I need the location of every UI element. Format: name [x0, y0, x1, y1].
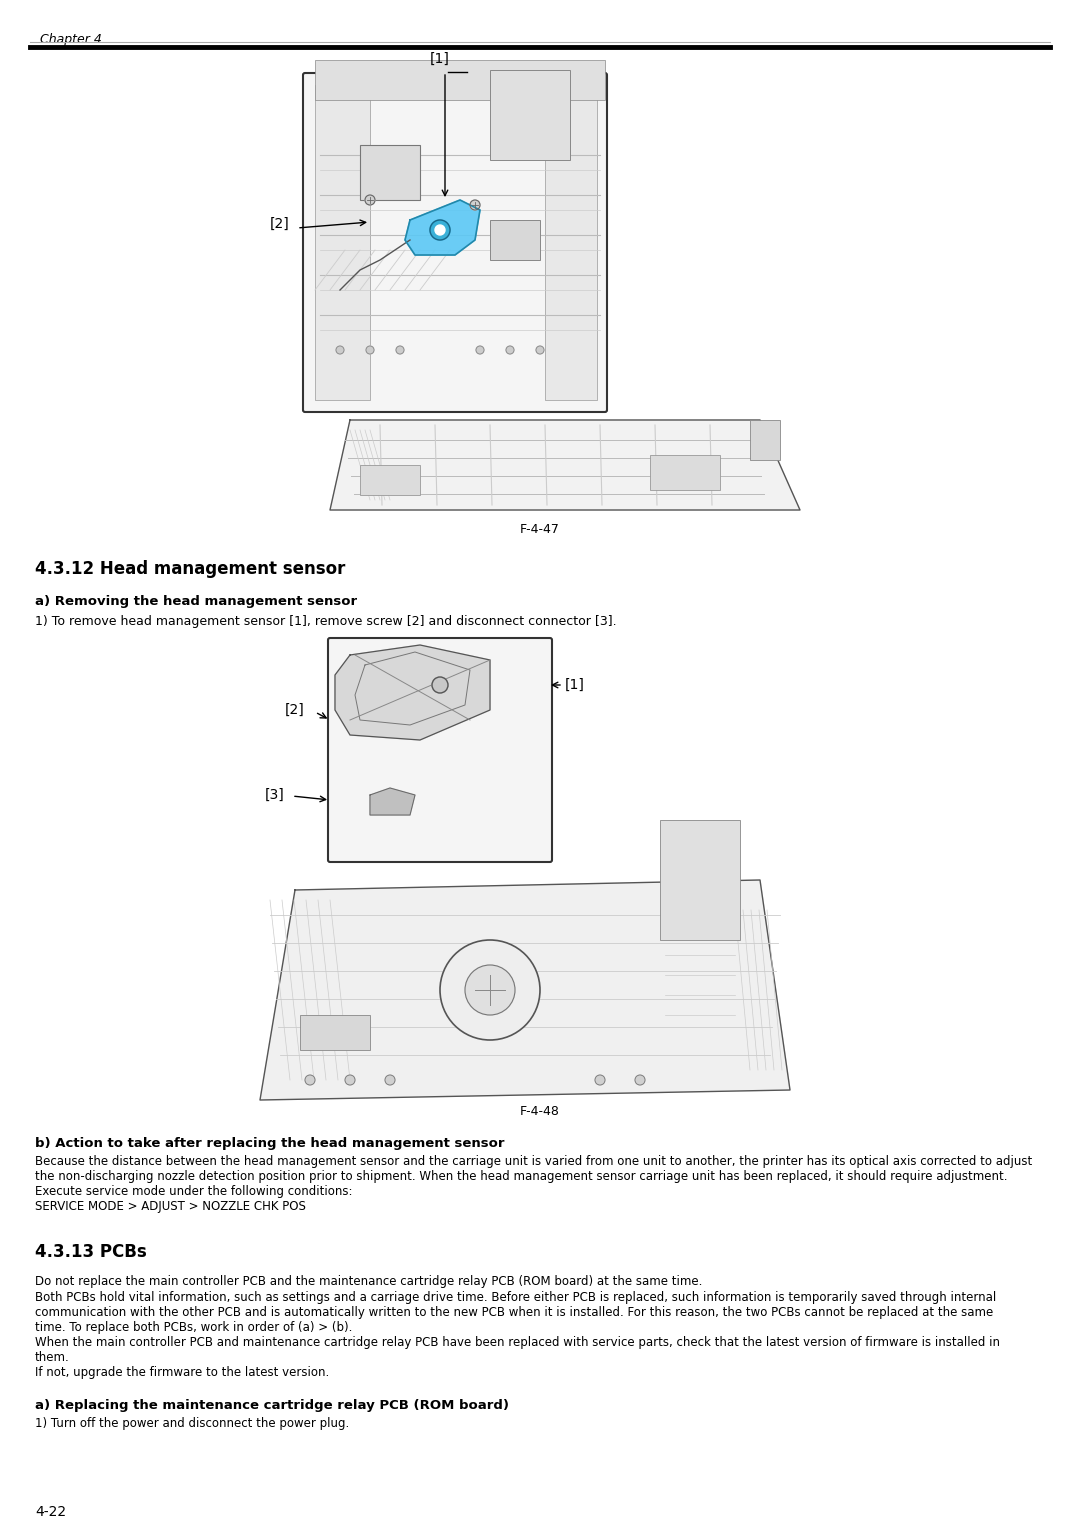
Text: [1]: [1]: [430, 52, 450, 66]
Circle shape: [507, 345, 514, 354]
Polygon shape: [330, 420, 800, 510]
Text: Both PCBs hold vital information, such as settings and a carriage drive time. Be: Both PCBs hold vital information, such a…: [35, 1291, 996, 1303]
Bar: [545, 86, 597, 400]
Text: Because the distance between the head management sensor and the carriage unit is: Because the distance between the head ma…: [35, 1155, 1032, 1167]
Circle shape: [595, 1076, 605, 1085]
Bar: [315, 60, 605, 99]
Circle shape: [396, 345, 404, 354]
Circle shape: [432, 677, 448, 694]
Text: Chapter 4: Chapter 4: [40, 34, 102, 46]
FancyBboxPatch shape: [328, 639, 552, 862]
Text: time. To replace both PCBs, work in order of (a) > (b).: time. To replace both PCBs, work in orde…: [35, 1322, 352, 1334]
Polygon shape: [260, 880, 789, 1100]
Bar: [650, 455, 720, 490]
Text: Do not replace the main controller PCB and the maintenance cartridge relay PCB (: Do not replace the main controller PCB a…: [35, 1274, 702, 1288]
Polygon shape: [405, 200, 480, 255]
FancyBboxPatch shape: [303, 73, 607, 413]
Circle shape: [635, 1076, 645, 1085]
Bar: [360, 145, 420, 200]
Polygon shape: [335, 645, 490, 740]
Circle shape: [440, 940, 540, 1041]
Circle shape: [476, 345, 484, 354]
Text: a) Removing the head management sensor: a) Removing the head management sensor: [35, 594, 357, 608]
Text: 4.3.13 PCBs: 4.3.13 PCBs: [35, 1242, 147, 1261]
Text: [1]: [1]: [565, 678, 585, 692]
Text: 4.3.12 Head management sensor: 4.3.12 Head management sensor: [35, 559, 346, 578]
Text: F-4-48: F-4-48: [521, 1105, 559, 1118]
Circle shape: [465, 966, 515, 1015]
Bar: [300, 1015, 370, 1050]
Polygon shape: [370, 788, 415, 814]
Circle shape: [430, 220, 450, 240]
Circle shape: [305, 1076, 315, 1085]
Text: [3]: [3]: [265, 788, 285, 802]
Text: a) Replacing the maintenance cartridge relay PCB (ROM board): a) Replacing the maintenance cartridge r…: [35, 1400, 509, 1412]
Bar: [660, 821, 740, 940]
Circle shape: [336, 345, 345, 354]
Text: 1) Turn off the power and disconnect the power plug.: 1) Turn off the power and disconnect the…: [35, 1416, 349, 1430]
Text: 4-22: 4-22: [35, 1505, 66, 1519]
Text: If not, upgrade the firmware to the latest version.: If not, upgrade the firmware to the late…: [35, 1366, 329, 1378]
Bar: [750, 420, 780, 460]
Text: SERVICE MODE > ADJUST > NOZZLE CHK POS: SERVICE MODE > ADJUST > NOZZLE CHK POS: [35, 1199, 306, 1213]
Circle shape: [365, 196, 375, 205]
Text: [2]: [2]: [285, 703, 305, 717]
Circle shape: [345, 1076, 355, 1085]
Text: [2]: [2]: [270, 217, 289, 231]
Text: the non-discharging nozzle detection position prior to shipment. When the head m: the non-discharging nozzle detection pos…: [35, 1170, 1008, 1183]
Text: b) Action to take after replacing the head management sensor: b) Action to take after replacing the he…: [35, 1137, 504, 1151]
Bar: [490, 70, 570, 160]
Circle shape: [366, 345, 374, 354]
Text: communication with the other PCB and is automatically written to the new PCB whe: communication with the other PCB and is …: [35, 1306, 994, 1319]
Text: Execute service mode under the following conditions:: Execute service mode under the following…: [35, 1186, 352, 1198]
Bar: [360, 465, 420, 495]
Bar: [315, 86, 370, 400]
Text: 1) To remove head management sensor [1], remove screw [2] and disconnect connect: 1) To remove head management sensor [1],…: [35, 614, 617, 628]
Bar: [490, 220, 540, 260]
Text: When the main controller PCB and maintenance cartridge relay PCB have been repla: When the main controller PCB and mainten…: [35, 1335, 1000, 1349]
Circle shape: [470, 200, 480, 209]
Circle shape: [536, 345, 544, 354]
Text: F-4-47: F-4-47: [521, 523, 559, 536]
Circle shape: [435, 225, 445, 235]
Circle shape: [384, 1076, 395, 1085]
Text: them.: them.: [35, 1351, 70, 1365]
